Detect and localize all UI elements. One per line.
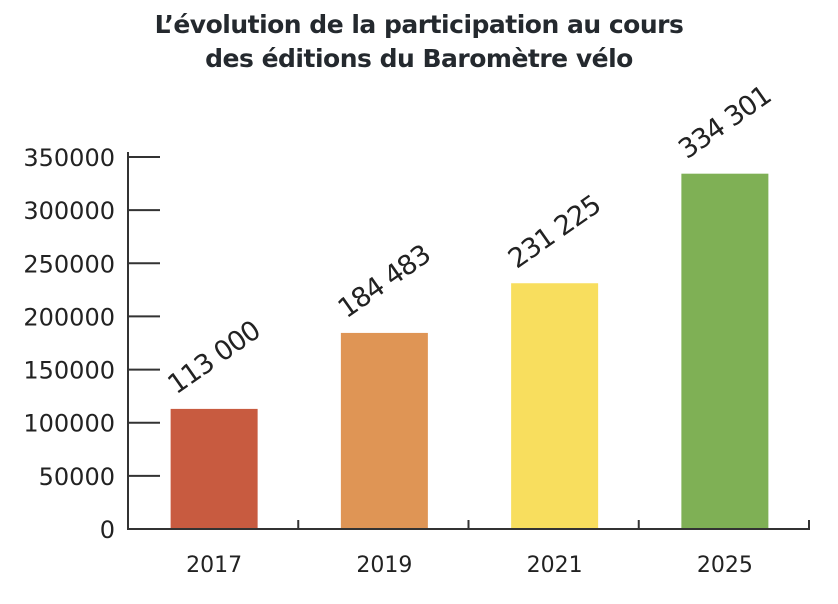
y-tick-label: 50000	[39, 463, 115, 491]
chart-title: L’évolution de la participation au cours…	[0, 8, 838, 76]
data-label: 231 225	[503, 190, 607, 275]
y-tick-label: 350000	[23, 144, 115, 172]
bar-2017	[170, 408, 258, 529]
y-tick-label: 0	[100, 516, 115, 544]
data-label: 113 000	[162, 315, 266, 400]
data-label: 334 301	[673, 80, 777, 165]
y-tick-label: 100000	[23, 410, 115, 438]
bar-2021	[511, 283, 599, 529]
y-tick-label: 200000	[23, 303, 115, 331]
y-tick-label: 150000	[23, 357, 115, 385]
axes-group	[127, 152, 810, 530]
bars-group	[170, 173, 769, 529]
x-tick-label: 2025	[697, 553, 753, 578]
data-label: 184 483	[333, 239, 437, 324]
y-tick-label: 250000	[23, 250, 115, 278]
chart-title-line-1: L’évolution de la participation au cours	[154, 10, 684, 39]
x-tick-label: 2021	[527, 553, 583, 578]
chart-title-line-2: des éditions du Baromètre vélo	[205, 44, 633, 73]
y-tick-label: 300000	[23, 197, 115, 225]
bar-2025	[681, 173, 769, 529]
bar-2019	[340, 332, 428, 529]
x-tick-label: 2019	[356, 553, 412, 578]
x-tick-label: 2017	[186, 553, 242, 578]
